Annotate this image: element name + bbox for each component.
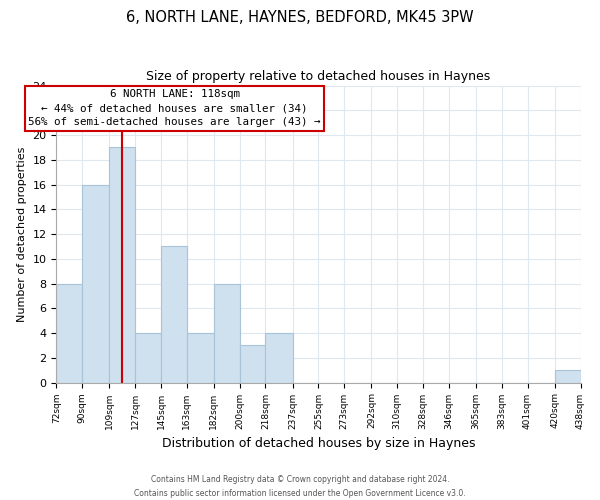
Bar — [161, 246, 187, 382]
Text: Contains HM Land Registry data © Crown copyright and database right 2024.
Contai: Contains HM Land Registry data © Crown c… — [134, 476, 466, 498]
Bar — [109, 148, 135, 382]
Bar — [240, 346, 265, 383]
Title: Size of property relative to detached houses in Haynes: Size of property relative to detached ho… — [146, 70, 491, 83]
Bar — [56, 284, 82, 382]
Bar — [135, 333, 161, 382]
Bar — [265, 333, 293, 382]
Bar — [82, 184, 109, 382]
Bar — [214, 284, 240, 382]
Bar — [555, 370, 581, 382]
Y-axis label: Number of detached properties: Number of detached properties — [17, 146, 27, 322]
Bar — [187, 333, 214, 382]
X-axis label: Distribution of detached houses by size in Haynes: Distribution of detached houses by size … — [162, 437, 475, 450]
Text: 6, NORTH LANE, HAYNES, BEDFORD, MK45 3PW: 6, NORTH LANE, HAYNES, BEDFORD, MK45 3PW — [126, 10, 474, 25]
Text: 6 NORTH LANE: 118sqm
← 44% of detached houses are smaller (34)
56% of semi-detac: 6 NORTH LANE: 118sqm ← 44% of detached h… — [28, 90, 321, 128]
